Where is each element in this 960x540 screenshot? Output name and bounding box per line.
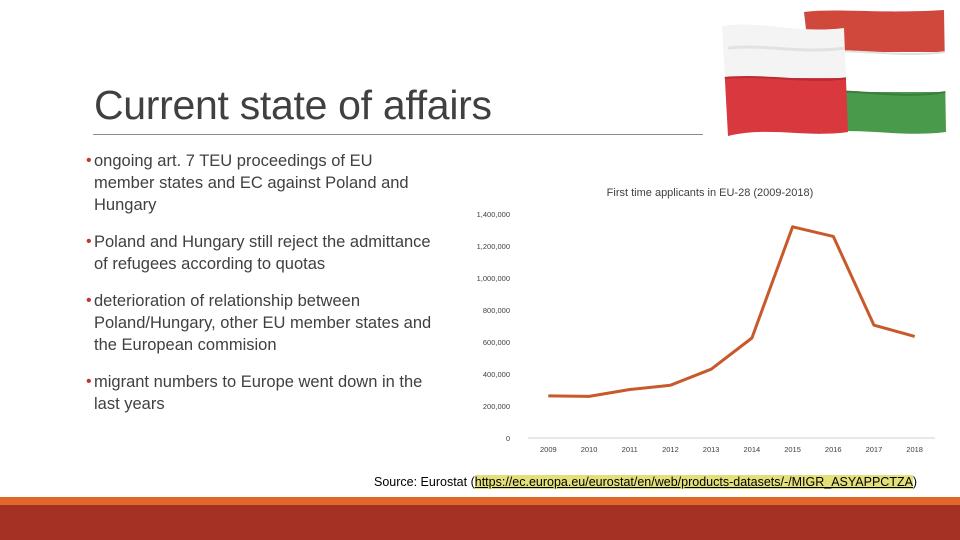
y-tick-label: 600,000	[483, 338, 510, 347]
y-tick-label: 800,000	[483, 306, 510, 315]
poland-flag-icon	[722, 24, 848, 137]
x-tick-label: 2012	[662, 445, 679, 454]
bullet-item: • ongoing art. 7 TEU proceedings of EU m…	[86, 150, 436, 216]
footer-accent-bar	[0, 497, 960, 505]
bullet-item: • migrant numbers to Europe went down in…	[86, 371, 436, 415]
y-tick-label: 1,000,000	[477, 274, 510, 283]
source-suffix: )	[912, 475, 918, 489]
bullet-item: • deterioration of relationship between …	[86, 290, 436, 356]
source-prefix: Source: Eurostat (	[374, 475, 475, 489]
y-tick-label: 1,400,000	[477, 210, 510, 219]
y-tick-label: 1,200,000	[477, 242, 510, 251]
x-tick-label: 2010	[581, 445, 598, 454]
line-chart: First time applicants in EU-28 (2009-201…	[477, 187, 935, 454]
title-divider	[93, 134, 703, 135]
flags-image	[722, 10, 946, 137]
x-tick-label: 2018	[906, 445, 923, 454]
bullet-dot-icon: •	[86, 152, 92, 169]
y-tick-label: 400,000	[483, 370, 510, 379]
bullet-item: • Poland and Hungary still reject the ad…	[86, 231, 436, 275]
footer-bar	[0, 505, 960, 540]
x-tick-label: 2017	[866, 445, 883, 454]
source-note: Source: Eurostat (https://ec.europa.eu/e…	[374, 475, 917, 489]
source-link[interactable]: https://ec.europa.eu/eurostat/en/web/pro…	[474, 475, 913, 489]
bullet-list: • ongoing art. 7 TEU proceedings of EU m…	[86, 150, 436, 430]
slide-title: Current state of affairs	[94, 82, 492, 128]
bullet-dot-icon: •	[86, 233, 92, 250]
bullet-text: ongoing art. 7 TEU proceedings of EU mem…	[94, 152, 409, 214]
x-tick-label: 2016	[825, 445, 842, 454]
x-tick-label: 2013	[703, 445, 720, 454]
bullet-text: migrant numbers to Europe went down in t…	[94, 373, 423, 413]
x-tick-label: 2014	[744, 445, 761, 454]
y-tick-label: 0	[506, 434, 510, 443]
x-axis-ticks: 2009 2010 2011 2012 2013 2014 2015 2016 2017 2018	[540, 445, 923, 454]
bullet-text: Poland and Hungary still reject the admi…	[94, 233, 431, 273]
bullet-dot-icon: •	[86, 373, 92, 390]
chart-title: First time applicants in EU-28 (2009-201…	[607, 187, 814, 199]
y-tick-label: 200,000	[483, 402, 510, 411]
series-line	[548, 225, 916, 398]
x-tick-label: 2011	[622, 445, 638, 454]
x-tick-label: 2015	[784, 445, 801, 454]
bullet-dot-icon: •	[86, 292, 92, 309]
bullet-text: deterioration of relationship between Po…	[94, 292, 432, 354]
y-axis-ticks: 0 200,000 400,000 600,000 800,000 1,000,000 1,…	[477, 210, 510, 443]
x-tick-label: 2009	[540, 445, 557, 454]
